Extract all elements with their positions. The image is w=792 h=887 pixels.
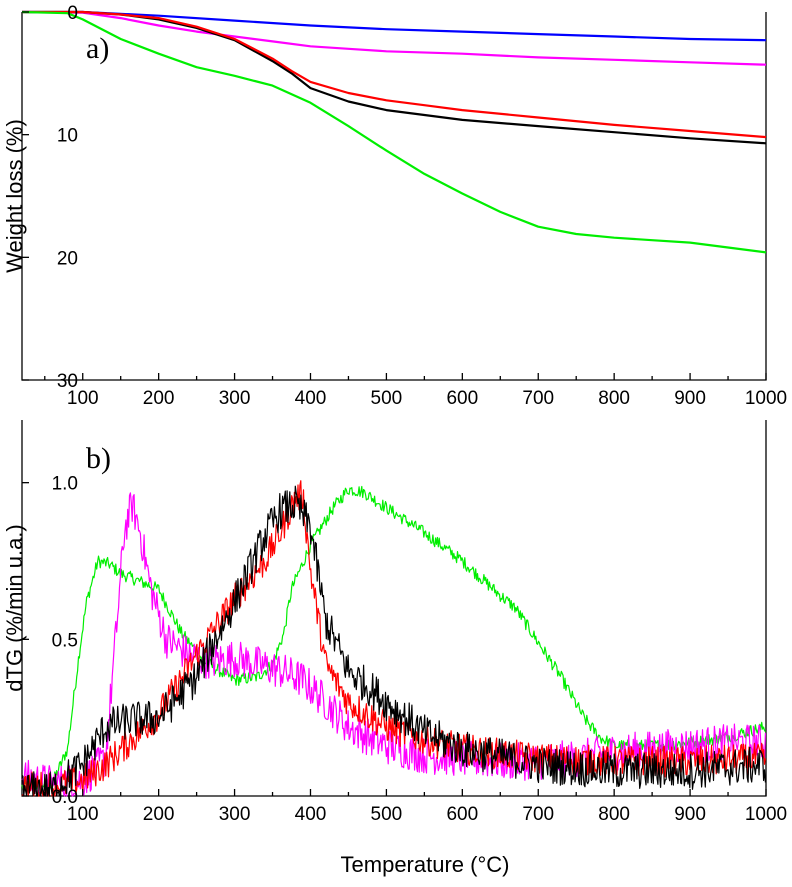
y-axis-title: Weight loss (%) xyxy=(2,119,27,273)
x-tick-label: 700 xyxy=(522,388,554,409)
panel-b: 100 200 300 400 500 600 700 800 900 1000 0.0 0.5 1.0… xyxy=(2,420,787,825)
x-tick-label: 1000 xyxy=(745,388,787,409)
x-tick-label: 500 xyxy=(371,804,403,825)
series-red-line xyxy=(22,10,767,139)
series-blue-line xyxy=(22,10,767,42)
y-tick-label: 30 xyxy=(57,371,78,392)
y-tick-label: 0.5 xyxy=(52,630,78,651)
x-tick-label: 900 xyxy=(674,388,706,409)
x-tick-label: 400 xyxy=(295,388,327,409)
x-tick-label: 600 xyxy=(446,388,478,409)
y-tick-label: 0 xyxy=(67,3,78,24)
series-magenta-line xyxy=(21,492,766,797)
axis-frame xyxy=(21,12,767,381)
y-axis-title: dTG (%/min u.a.) xyxy=(2,524,27,691)
x-tick-label: 1000 xyxy=(745,804,787,825)
series-black-line xyxy=(21,485,766,797)
x-tick-label: 700 xyxy=(522,804,554,825)
series-black-line xyxy=(22,10,767,145)
series-red-line xyxy=(21,480,766,797)
y-tick-label: 0.0 xyxy=(52,787,78,808)
x-tick-label: 400 xyxy=(295,804,327,825)
x-tick-label: 100 xyxy=(67,804,99,825)
axis-frame xyxy=(21,420,767,797)
y-tick-label: 1.0 xyxy=(52,474,78,495)
panel-a: 100 200 300 400 500 600 700 800 900 1000 0 10 20 30 We… xyxy=(2,3,787,409)
x-tick-label: 500 xyxy=(371,388,403,409)
series-green-line xyxy=(21,485,766,791)
x-tick-label: 800 xyxy=(598,388,630,409)
x-tick-label: 800 xyxy=(598,804,630,825)
x-tick-label: 600 xyxy=(446,804,478,825)
series-green-line xyxy=(21,10,767,254)
x-tick-label: 300 xyxy=(219,804,251,825)
x-tick-label: 300 xyxy=(219,388,251,409)
panel-label: a) xyxy=(86,32,109,65)
x-tick-label: 200 xyxy=(143,388,175,409)
x-axis-title: Temperature (°C) xyxy=(341,852,510,877)
x-tick-label: 900 xyxy=(674,804,706,825)
y-tick-label: 10 xyxy=(57,126,78,147)
x-tick-label: 100 xyxy=(67,388,99,409)
y-tick-label: 20 xyxy=(57,248,78,269)
series-magenta-line xyxy=(21,10,767,66)
panel-label: b) xyxy=(86,442,111,475)
x-tick-label: 200 xyxy=(143,804,175,825)
